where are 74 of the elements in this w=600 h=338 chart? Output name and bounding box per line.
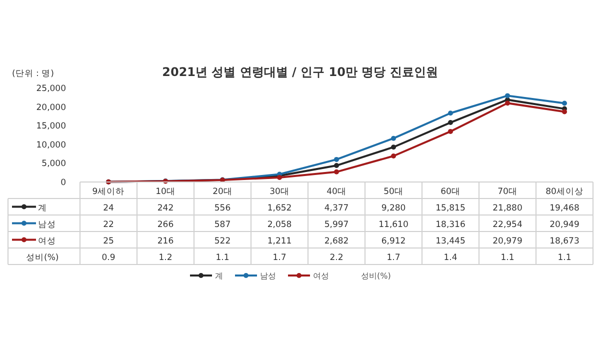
data-label: 24 <box>103 203 114 214</box>
x-tick-label: 20대 <box>212 186 232 197</box>
text: 0.9 <box>102 252 116 263</box>
point <box>391 136 396 141</box>
chart-title: 2021년 성별 연령대별 / 인구 10만 명당 진료인원 <box>162 65 438 79</box>
x-tick-label: 9세이하 <box>92 186 125 197</box>
legend-label: 남성 <box>38 220 56 230</box>
data-label: 18,316 <box>436 220 466 230</box>
data-label: 15,815 <box>436 203 466 214</box>
text: 1.7 <box>386 252 400 263</box>
x-tick-label: 60대 <box>440 186 460 197</box>
data-label: 18,673 <box>550 236 580 246</box>
text: 1.1 <box>500 252 514 263</box>
text: 성비(%) <box>361 272 391 280</box>
y-tick-label: 0 <box>60 178 66 188</box>
y-tick-label: 25,000 <box>36 84 66 94</box>
y-tick-label: 10,000 <box>36 140 66 150</box>
x-tick-label: 10대 <box>156 186 176 197</box>
data-label: 2,682 <box>324 236 349 246</box>
legend-label: 계 <box>38 203 47 214</box>
y-tick-label: 15,000 <box>36 122 66 132</box>
data-label: 11,610 <box>378 220 408 230</box>
data-label: 25 <box>103 236 114 246</box>
data-label: 22,954 <box>492 220 522 230</box>
text: 남성 <box>260 272 276 280</box>
x-tick-label: 80세이상 <box>546 186 584 197</box>
data-label: 556 <box>214 203 231 214</box>
text: 1.2 <box>158 252 172 263</box>
point <box>505 100 510 106</box>
point <box>334 163 339 168</box>
data-label: 522 <box>214 236 231 246</box>
data-label: 9,280 <box>381 203 406 214</box>
point <box>505 93 510 98</box>
point <box>391 144 396 150</box>
data-label: 22 <box>103 220 114 230</box>
data-label: 587 <box>214 220 231 230</box>
point <box>448 128 453 134</box>
data-label: 1,211 <box>267 236 292 246</box>
y-tick-label: 20,000 <box>36 102 66 113</box>
data-label: 19,468 <box>550 203 580 214</box>
data-label: 2,058 <box>267 220 292 230</box>
text: 여성 <box>313 272 329 280</box>
x-tick-label: 30대 <box>270 186 290 197</box>
data-label: 1,652 <box>267 203 292 214</box>
point <box>391 154 396 159</box>
text: 성비(%) <box>26 252 59 263</box>
data-label: 216 <box>157 236 174 246</box>
point <box>448 120 453 126</box>
text: 2.2 <box>330 252 344 263</box>
text: 계 <box>215 272 223 280</box>
text: 1.7 <box>272 252 286 263</box>
x-tick-label: 50대 <box>384 186 404 197</box>
text: 1.1 <box>558 252 572 263</box>
x-tick-label: 70대 <box>498 186 518 197</box>
point <box>334 156 339 162</box>
point <box>334 169 339 174</box>
text: 1.1 <box>216 252 230 263</box>
data-label: 21,880 <box>492 203 522 214</box>
point <box>562 109 567 114</box>
data-label: 242 <box>157 203 174 214</box>
data-label: 266 <box>157 220 174 230</box>
y-tick-label: 5,000 <box>42 159 66 170</box>
data-label: 4,377 <box>324 203 349 214</box>
data-label: 6,912 <box>381 236 406 246</box>
data-label: 5,997 <box>324 220 349 230</box>
data-label: 20,979 <box>492 236 522 246</box>
legend-label: 여성 <box>38 236 56 246</box>
point <box>448 110 453 116</box>
x-tick-label: 40대 <box>326 186 346 197</box>
data-label: 13,445 <box>436 236 466 246</box>
point <box>562 100 567 106</box>
text: 1.4 <box>444 252 458 263</box>
y-axis-title: (단위 : 명) <box>12 69 54 79</box>
data-label: 20,949 <box>550 220 580 230</box>
